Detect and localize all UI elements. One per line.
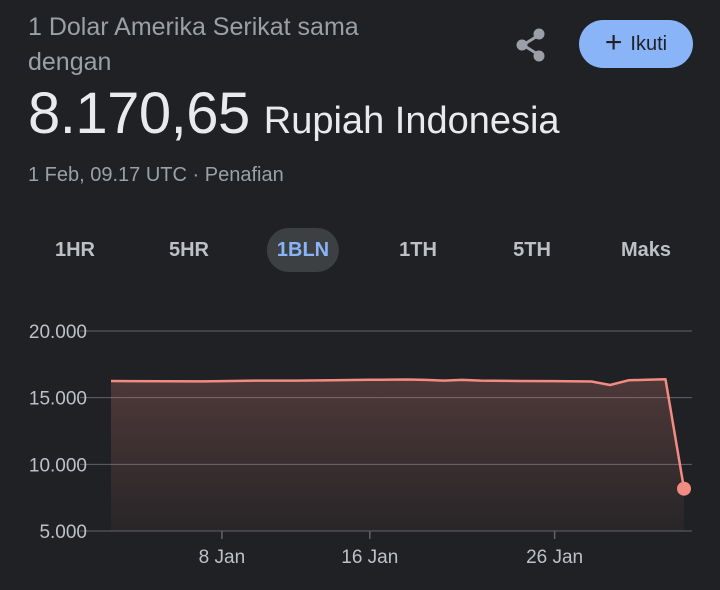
data-points [110, 379, 691, 496]
time-range-tabs: 1HR 5HR 1BLN 1TH 5TH Maks [18, 228, 703, 272]
tab-maks[interactable]: Maks [620, 239, 672, 261]
x-tick-label: 26 Jan [526, 547, 583, 568]
x-tick-label: 16 Jan [341, 547, 398, 568]
plus-icon: + [604, 26, 623, 59]
follow-label: Ikuti [630, 32, 668, 55]
y-axis: 20.000 15.000 10.000 5.000 [29, 322, 87, 543]
x-axis: 8 Jan 16 Jan 26 Jan [199, 531, 583, 568]
current-value-dot [677, 481, 691, 496]
conversion-subtitle: 1 Dolar Amerika Serikat sama dengan [28, 13, 359, 76]
target-currency-name: Rupiah Indonesia [263, 100, 560, 142]
tab-1bln[interactable]: 1BLN [266, 228, 340, 272]
follow-button[interactable]: + Ikuti [579, 20, 693, 68]
tab-5th[interactable]: 5TH [513, 239, 551, 261]
y-tick-label: 20.000 [29, 322, 87, 343]
y-tick-label: 15.000 [29, 389, 87, 410]
y-tick-label: 5.000 [39, 522, 87, 543]
share-icon [516, 28, 545, 62]
tab-1hr[interactable]: 1HR [54, 239, 96, 261]
converted-value: 8.170,65 [28, 81, 250, 146]
y-tick-label: 10.000 [29, 455, 87, 476]
converted-value-row: 8.170,65 Rupiah Indonesia [28, 80, 560, 147]
tab-1th[interactable]: 1TH [399, 239, 437, 261]
timestamp-disclaimer[interactable]: 1 Feb, 09.17 UTC · Penafian [28, 164, 284, 186]
tab-5hr[interactable]: 5HR [168, 239, 210, 261]
series-area [111, 379, 684, 531]
x-tick-label: 8 Jan [199, 547, 245, 568]
exchange-rate-chart[interactable]: 20.000 15.000 10.000 5.000 8 Jan 16 Jan 26 Ja… [0, 300, 720, 590]
share-button[interactable] [508, 22, 554, 68]
